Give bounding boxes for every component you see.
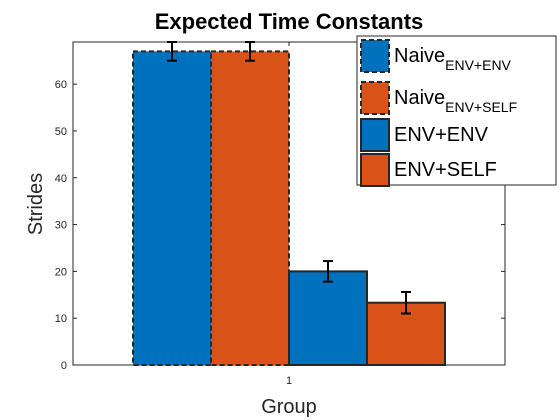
legend-box [356, 35, 557, 186]
bar [288, 270, 368, 366]
y-tick-label: 10 [55, 313, 67, 325]
bar [132, 50, 212, 367]
y-tick-label: 50 [55, 126, 67, 138]
legend-swatch [360, 118, 390, 152]
error-bars-group [167, 41, 411, 315]
y-tick-label: 60 [55, 79, 67, 91]
bar [366, 301, 446, 366]
legend-swatch [360, 81, 390, 115]
y-axis-ticks: 0 10 20 30 40 50 60 [55, 79, 505, 372]
x-axis-label: Group [261, 396, 317, 418]
y-tick-label: 0 [61, 360, 67, 372]
y-tick-label: 30 [55, 220, 67, 232]
legend-label: ENV+ENV [394, 124, 489, 146]
bar [210, 50, 290, 367]
y-tick-label: 20 [55, 266, 67, 278]
x-axis-ticks: 1 [286, 42, 292, 387]
bars-group [132, 50, 446, 367]
legend-label: ENV+SELF [394, 159, 497, 181]
legend: NaiveENV+ENV NaiveENV+SELF ENV+ENV ENV+SELF [356, 35, 557, 187]
legend-label: NaiveENV+ENV [394, 45, 512, 73]
x-tick-label: 1 [286, 375, 292, 387]
legend-label: NaiveENV+SELF [394, 87, 517, 115]
legend-swatch [360, 39, 390, 73]
y-axis-label: Strides [25, 173, 47, 235]
legend-swatch [360, 153, 390, 187]
chart-title: Expected Time Constants [155, 9, 424, 34]
y-tick-label: 40 [55, 173, 67, 185]
